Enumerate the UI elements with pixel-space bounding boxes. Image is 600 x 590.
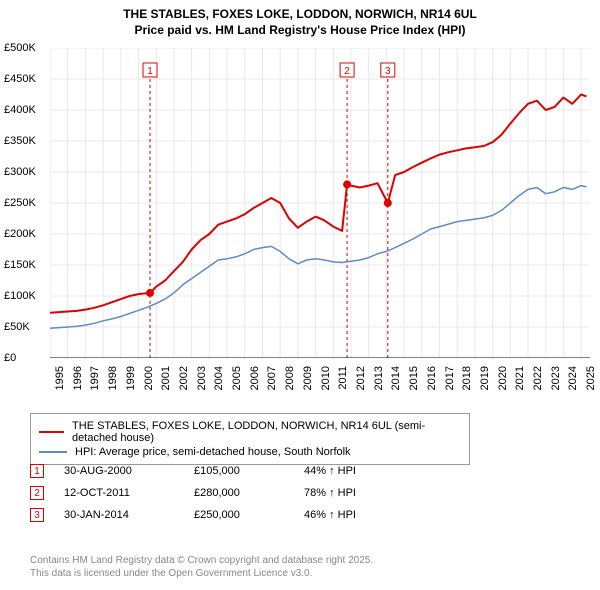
x-tick-label: 2011 [337,366,349,390]
y-tick-label: £500K [4,42,54,54]
x-tick-label: 2017 [444,366,456,390]
y-tick-label: £450K [4,73,54,85]
x-tick-label: 2005 [231,366,243,390]
x-tick-label: 2023 [550,366,562,390]
plot-area: 1 2 3 [50,48,590,358]
svg-text:2: 2 [344,66,350,77]
x-tick-label: 1996 [72,366,84,390]
chart-title: THE STABLES, FOXES LOKE, LODDON, NORWICH… [0,0,600,38]
marker-price: £105,000 [194,465,284,477]
x-tick-label: 2009 [302,366,314,390]
marker-pct: 46% ↑ HPI [304,509,394,521]
footer-line-1: Contains HM Land Registry data © Crown c… [30,554,373,567]
y-tick-label: £150K [4,259,54,271]
marker-pct: 78% ↑ HPI [304,487,394,499]
x-tick-label: 2007 [266,366,278,390]
y-tick-label: £350K [4,135,54,147]
title-line-2: Price paid vs. HM Land Registry's House … [0,22,600,38]
x-tick-label: 2010 [320,366,332,390]
title-line-1: THE STABLES, FOXES LOKE, LODDON, NORWICH… [0,6,600,22]
legend-swatch [39,451,67,453]
legend: THE STABLES, FOXES LOKE, LODDON, NORWICH… [30,413,470,465]
svg-text:1: 1 [147,66,153,77]
svg-text:3: 3 [385,66,391,77]
x-tick-label: 2024 [567,366,579,390]
y-tick-label: £400K [4,104,54,116]
x-tick-label: 2004 [213,366,225,390]
x-tick-label: 2006 [249,366,261,390]
legend-label: THE STABLES, FOXES LOKE, LODDON, NORWICH… [72,420,461,444]
y-tick-label: £200K [4,228,54,240]
legend-label: HPI: Average price, semi-detached house,… [75,446,351,458]
x-tick-label: 2016 [426,366,438,390]
y-tick-label: £250K [4,197,54,209]
x-tick-label: 2019 [479,366,491,390]
marker-pct: 44% ↑ HPI [304,465,394,477]
marker-date: 12-OCT-2011 [64,487,174,499]
x-tick-label: 1999 [125,366,137,390]
x-tick-label: 2021 [514,366,526,390]
marker-table-row: 2 12-OCT-2011 £280,000 78% ↑ HPI [30,482,394,504]
legend-swatch [39,431,64,433]
x-tick-label: 1998 [107,366,119,390]
footer-line-2: This data is licensed under the Open Gov… [30,567,373,580]
y-tick-label: £100K [4,290,54,302]
x-tick-label: 2018 [461,366,473,390]
chart-svg: 1 2 3 [50,48,590,358]
chart-container: THE STABLES, FOXES LOKE, LODDON, NORWICH… [0,0,600,590]
y-tick-label: £50K [4,321,54,333]
marker-number-box: 1 [30,464,44,478]
footer-attribution: Contains HM Land Registry data © Crown c… [30,554,373,580]
x-tick-label: 2015 [408,366,420,390]
x-tick-label: 2002 [178,366,190,390]
x-tick-label: 2020 [497,366,509,390]
x-tick-label: 2000 [143,366,155,390]
marker-date: 30-AUG-2000 [64,465,174,477]
x-tick-label: 2022 [532,366,544,390]
legend-item: HPI: Average price, semi-detached house,… [39,445,461,459]
x-tick-label: 2025 [585,366,597,390]
x-tick-label: 1995 [54,366,66,390]
x-tick-label: 1997 [89,366,101,390]
x-tick-label: 2012 [355,366,367,390]
marker-number-box: 2 [30,486,44,500]
marker-table-row: 3 30-JAN-2014 £250,000 46% ↑ HPI [30,504,394,526]
marker-table-row: 1 30-AUG-2000 £105,000 44% ↑ HPI [30,460,394,482]
x-tick-label: 2014 [390,366,402,390]
marker-table: 1 30-AUG-2000 £105,000 44% ↑ HPI 2 12-OCT-201… [30,460,394,526]
legend-item: THE STABLES, FOXES LOKE, LODDON, NORWICH… [39,419,461,445]
x-tick-label: 2003 [196,366,208,390]
marker-date: 30-JAN-2014 [64,509,174,521]
x-axis-labels: 1995 1996 1997 1998 1999 2000 2001 2002 2003 2004… [50,360,590,410]
x-tick-label: 2013 [373,366,385,390]
y-tick-label: £300K [4,166,54,178]
marker-price: £280,000 [194,487,284,499]
marker-price: £250,000 [194,509,284,521]
x-tick-label: 2008 [284,366,296,390]
x-tick-label: 2001 [160,366,172,390]
y-tick-label: £0 [4,352,54,364]
marker-number-box: 3 [30,508,44,522]
